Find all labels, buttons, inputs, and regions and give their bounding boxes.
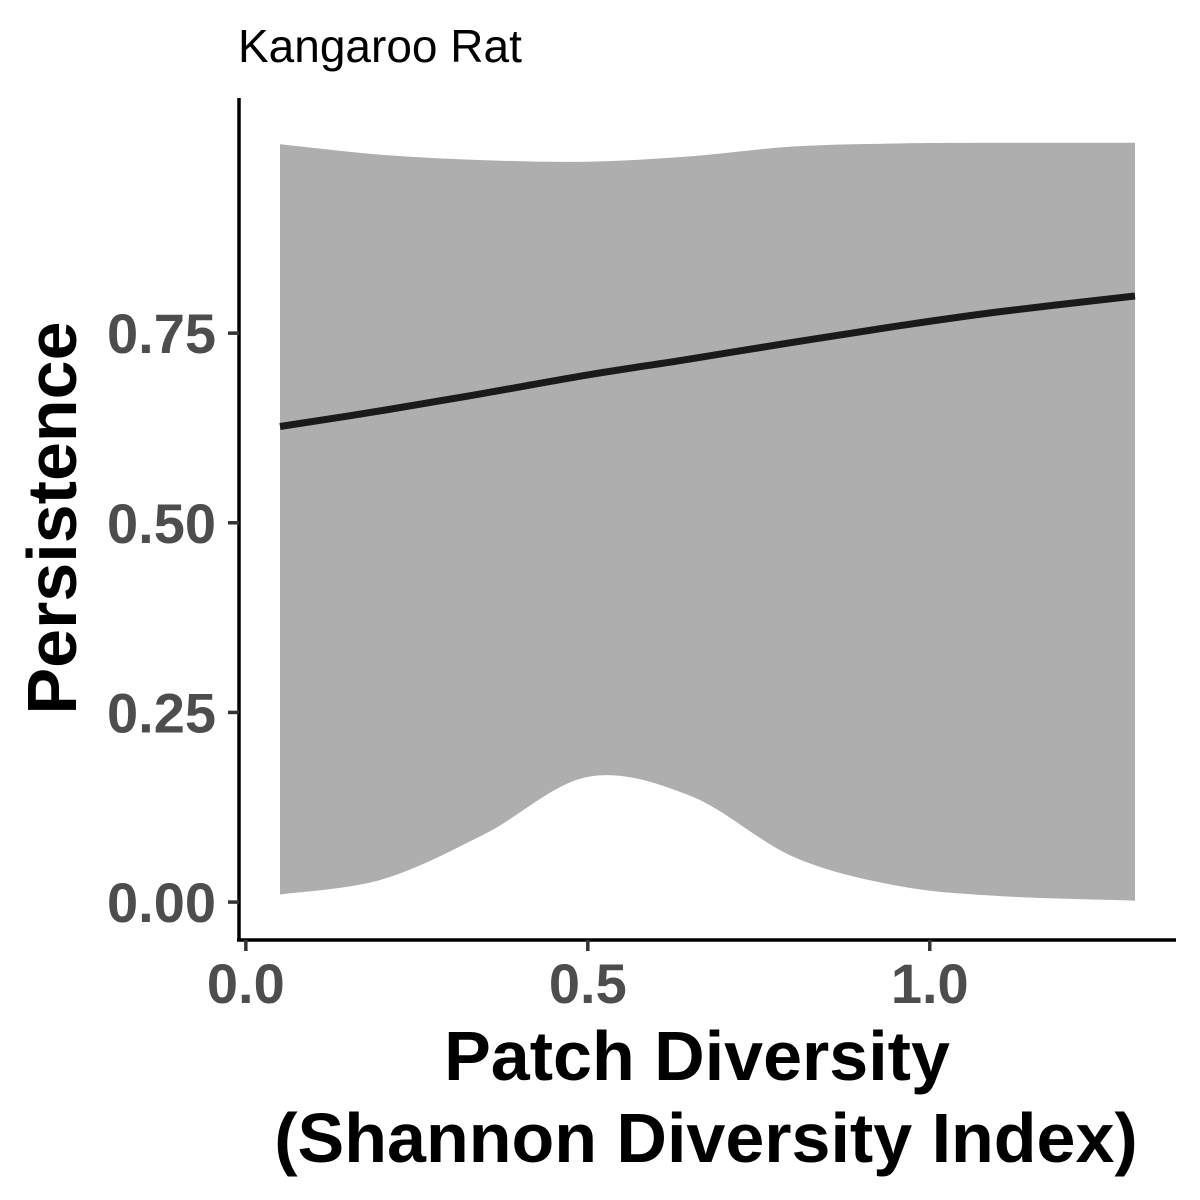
ticks: 0.00 0.25 0.50 0.75 0.0 0.5 1.0	[107, 302, 969, 1015]
plot-area	[279, 142, 1136, 901]
chart-title: Kangaroo Rat	[238, 20, 522, 72]
y-axis-title: Persistence	[13, 321, 91, 714]
x-tick-label: 1.0	[891, 952, 969, 1015]
x-axis-title-line1: Patch Diversity	[444, 1017, 950, 1095]
x-tick-label: 0.0	[207, 952, 285, 1015]
y-tick-label: 0.00	[107, 871, 216, 934]
y-tick-label: 0.25	[107, 681, 216, 744]
axes	[237, 98, 1176, 942]
x-tick-label: 0.5	[549, 952, 627, 1015]
confidence-band	[280, 142, 1135, 901]
fit-line	[279, 292, 1136, 430]
y-tick-label: 0.75	[107, 302, 216, 365]
x-axis-title-line2: (Shannon Diversity Index)	[274, 1099, 1137, 1177]
y-tick-label: 0.50	[107, 492, 216, 555]
